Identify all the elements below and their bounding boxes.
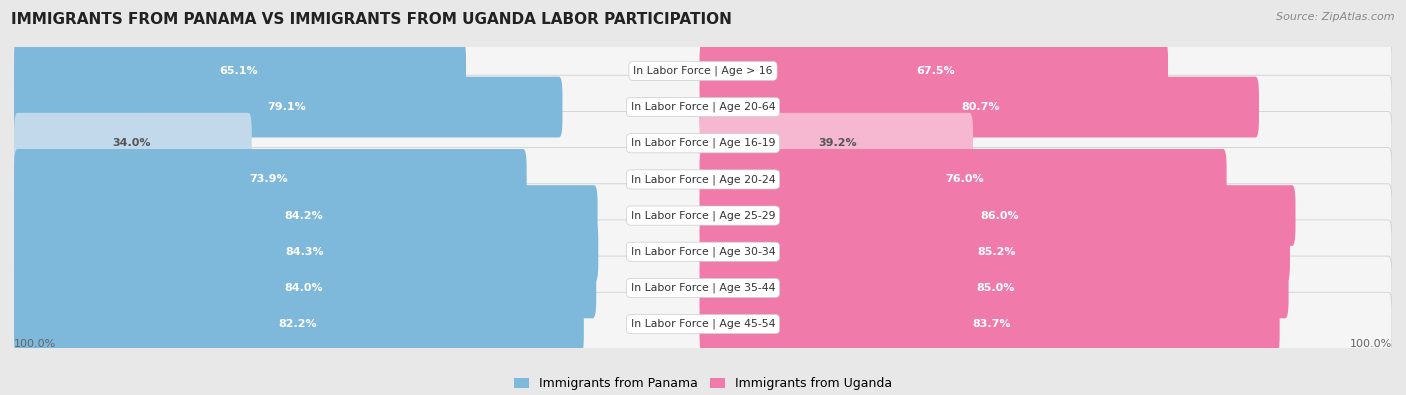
FancyBboxPatch shape xyxy=(14,113,252,174)
Text: In Labor Force | Age 20-24: In Labor Force | Age 20-24 xyxy=(631,174,775,185)
Text: 84.3%: 84.3% xyxy=(285,247,323,257)
Text: 34.0%: 34.0% xyxy=(112,138,150,148)
FancyBboxPatch shape xyxy=(700,77,1258,137)
Text: In Labor Force | Age 16-19: In Labor Force | Age 16-19 xyxy=(631,138,775,149)
FancyBboxPatch shape xyxy=(700,221,1289,282)
FancyBboxPatch shape xyxy=(14,148,1392,211)
FancyBboxPatch shape xyxy=(14,258,596,318)
FancyBboxPatch shape xyxy=(700,149,1226,210)
Text: 84.0%: 84.0% xyxy=(284,283,323,293)
Text: In Labor Force | Age 25-29: In Labor Force | Age 25-29 xyxy=(631,210,775,221)
Text: 84.2%: 84.2% xyxy=(285,211,323,220)
FancyBboxPatch shape xyxy=(14,77,562,137)
FancyBboxPatch shape xyxy=(14,220,1392,284)
FancyBboxPatch shape xyxy=(14,256,1392,320)
Text: 65.1%: 65.1% xyxy=(219,66,257,76)
FancyBboxPatch shape xyxy=(14,221,599,282)
Text: 79.1%: 79.1% xyxy=(267,102,307,112)
Text: 83.7%: 83.7% xyxy=(972,319,1011,329)
Text: 85.0%: 85.0% xyxy=(977,283,1015,293)
Text: Source: ZipAtlas.com: Source: ZipAtlas.com xyxy=(1277,12,1395,22)
Text: In Labor Force | Age 45-54: In Labor Force | Age 45-54 xyxy=(631,319,775,329)
Text: 80.7%: 80.7% xyxy=(962,102,1000,112)
FancyBboxPatch shape xyxy=(14,184,1392,247)
Text: 86.0%: 86.0% xyxy=(980,211,1018,220)
FancyBboxPatch shape xyxy=(700,113,973,174)
FancyBboxPatch shape xyxy=(14,111,1392,175)
FancyBboxPatch shape xyxy=(14,149,527,210)
Text: 85.2%: 85.2% xyxy=(977,247,1015,257)
Text: 73.9%: 73.9% xyxy=(249,175,288,184)
FancyBboxPatch shape xyxy=(14,39,1392,103)
Text: In Labor Force | Age 30-34: In Labor Force | Age 30-34 xyxy=(631,246,775,257)
FancyBboxPatch shape xyxy=(14,292,1392,356)
Text: 100.0%: 100.0% xyxy=(1350,339,1392,349)
FancyBboxPatch shape xyxy=(14,75,1392,139)
Text: In Labor Force | Age 20-64: In Labor Force | Age 20-64 xyxy=(631,102,775,112)
Text: 82.2%: 82.2% xyxy=(278,319,316,329)
FancyBboxPatch shape xyxy=(14,294,583,354)
Text: 67.5%: 67.5% xyxy=(917,66,955,76)
Legend: Immigrants from Panama, Immigrants from Uganda: Immigrants from Panama, Immigrants from … xyxy=(509,372,897,395)
Text: 76.0%: 76.0% xyxy=(945,175,984,184)
Text: IMMIGRANTS FROM PANAMA VS IMMIGRANTS FROM UGANDA LABOR PARTICIPATION: IMMIGRANTS FROM PANAMA VS IMMIGRANTS FRO… xyxy=(11,12,733,27)
Text: 39.2%: 39.2% xyxy=(818,138,858,148)
Text: 100.0%: 100.0% xyxy=(14,339,56,349)
FancyBboxPatch shape xyxy=(700,185,1295,246)
FancyBboxPatch shape xyxy=(14,41,465,101)
FancyBboxPatch shape xyxy=(700,258,1289,318)
Text: In Labor Force | Age > 16: In Labor Force | Age > 16 xyxy=(633,66,773,76)
FancyBboxPatch shape xyxy=(700,294,1279,354)
Text: In Labor Force | Age 35-44: In Labor Force | Age 35-44 xyxy=(631,283,775,293)
FancyBboxPatch shape xyxy=(14,185,598,246)
FancyBboxPatch shape xyxy=(700,41,1168,101)
